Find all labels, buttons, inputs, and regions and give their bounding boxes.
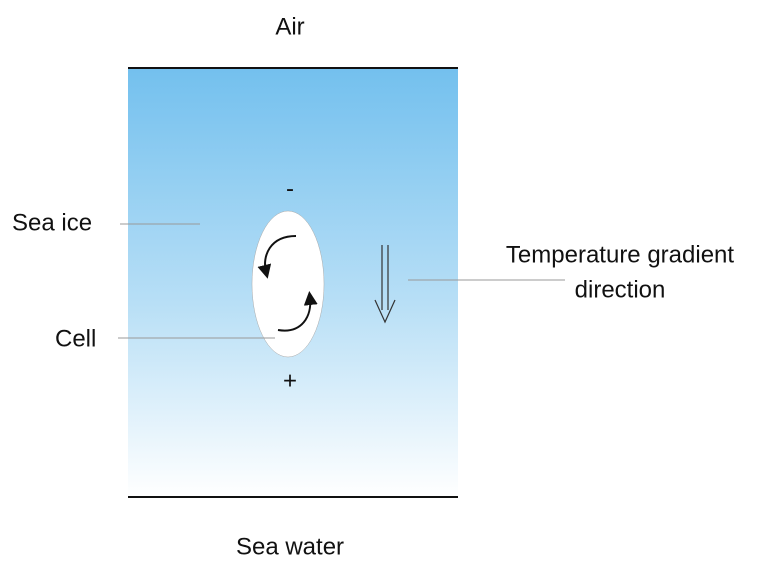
- gradient-label: Temperature gradient: [506, 241, 734, 268]
- sea-water-label: Sea water: [236, 533, 344, 560]
- sea-ice-label: Sea ice: [12, 209, 92, 236]
- plus-sign: +: [283, 367, 297, 394]
- diagram: Air Sea water Sea ice - + Cell Temperatu…: [0, 0, 773, 562]
- gradient-label: direction: [575, 276, 666, 303]
- air-label: Air: [275, 13, 304, 40]
- cell-label: Cell: [55, 325, 96, 352]
- minus-sign: -: [286, 175, 294, 202]
- cell: [252, 211, 324, 357]
